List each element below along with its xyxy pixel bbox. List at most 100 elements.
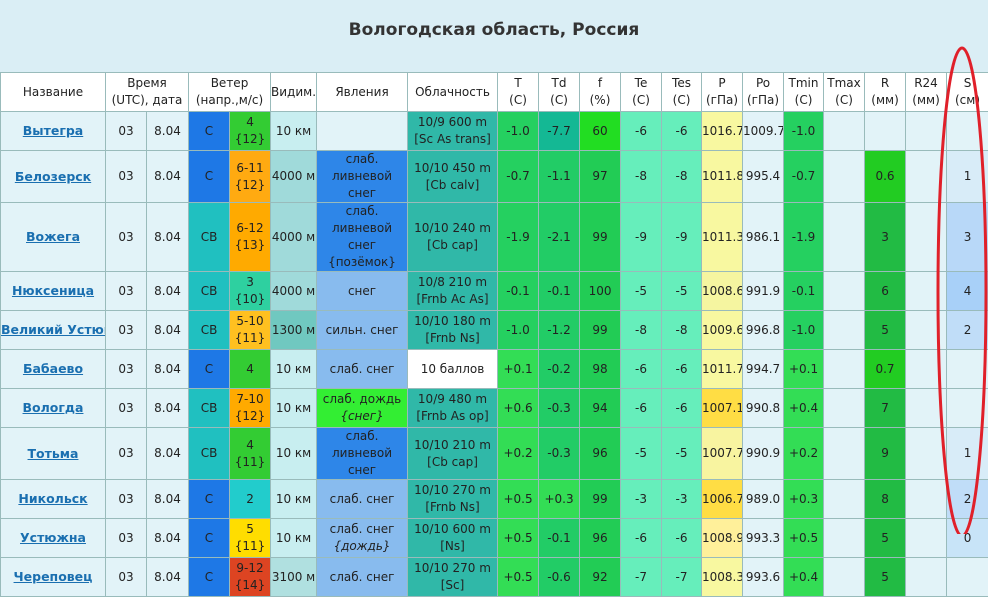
cell: 03 — [106, 151, 147, 203]
cell: 8 — [865, 480, 906, 519]
station-link[interactable]: Великий Устюг — [1, 322, 106, 337]
cell: 10/9 600 m[Sc As trans] — [408, 112, 498, 151]
header-line: Tes — [662, 75, 701, 92]
cell: 990.8 — [743, 389, 784, 428]
cell: 03 — [106, 311, 147, 350]
cell: 1016.7 — [702, 112, 743, 151]
cell: 03 — [106, 272, 147, 311]
cell: 10/10 180 m[Frnb Ns] — [408, 311, 498, 350]
station-link[interactable]: Вологда — [23, 400, 84, 415]
cell: 5-10{11} — [230, 311, 271, 350]
cell-line: {дождь} — [317, 538, 407, 555]
cell: 03 — [106, 203, 147, 272]
cell: 9 — [865, 428, 906, 480]
cell: -1.0 — [784, 311, 824, 350]
cell: 1007.7 — [702, 428, 743, 480]
station-link[interactable]: Вытегра — [23, 123, 83, 138]
cell: Вытегра — [1, 112, 106, 151]
cell: -6 — [621, 112, 662, 151]
station-link[interactable]: Череповец — [14, 569, 93, 584]
header-line: (гПа) — [702, 92, 742, 109]
cell: 989.0 — [743, 480, 784, 519]
cell: +0.4 — [784, 558, 824, 597]
cell: -1.0 — [498, 311, 539, 350]
cell: 96 — [580, 428, 621, 480]
header-line: R24 — [906, 75, 946, 92]
cell: -9 — [621, 203, 662, 272]
header-line: Ветер — [189, 75, 270, 92]
station-link[interactable]: Тотьма — [28, 446, 79, 461]
column-header: P(гПа) — [702, 73, 743, 112]
header-line: Tmin — [784, 75, 823, 92]
cell: 2 — [230, 480, 271, 519]
title-bar: Вологодская область, Россия — [0, 0, 988, 72]
header-line: (мм) — [865, 92, 905, 109]
header-line: Видим. — [271, 84, 316, 101]
cell: -6 — [662, 350, 702, 389]
cell — [906, 389, 947, 428]
station-link[interactable]: Бабаево — [23, 361, 83, 376]
cell: 993.6 — [743, 558, 784, 597]
cell: 986.1 — [743, 203, 784, 272]
cell: -5 — [662, 272, 702, 311]
cell: -1.9 — [784, 203, 824, 272]
header-line: (напр.,м/с) — [189, 92, 270, 109]
cell: -3 — [662, 480, 702, 519]
cell: -7 — [621, 558, 662, 597]
cell: 10/10 270 m[Frnb Ns] — [408, 480, 498, 519]
cell-line: {снег} — [317, 408, 407, 425]
cell: -5 — [662, 428, 702, 480]
cell — [906, 203, 947, 272]
cell: 1 — [947, 428, 988, 480]
cell — [824, 558, 865, 597]
cell: 1006.7 — [702, 480, 743, 519]
header-line: T — [498, 75, 538, 92]
cell: 4000 м — [271, 203, 317, 272]
cell: 996.8 — [743, 311, 784, 350]
cell-line: 4 — [230, 437, 270, 454]
cell: -0.1 — [539, 519, 580, 558]
cell — [906, 428, 947, 480]
cell: 6 — [865, 272, 906, 311]
cell: -3 — [621, 480, 662, 519]
cell: 03 — [106, 480, 147, 519]
cell: -0.1 — [539, 272, 580, 311]
cell: 8.04 — [147, 112, 189, 151]
station-link[interactable]: Нюксеница — [12, 283, 94, 298]
cell: 03 — [106, 428, 147, 480]
cell-line: снег — [317, 185, 407, 202]
cell: 10 км — [271, 389, 317, 428]
cell-line: 10/9 480 m — [408, 391, 497, 408]
cell — [906, 519, 947, 558]
cell-line: 6-11 — [230, 160, 270, 177]
cell: СВ — [189, 272, 230, 311]
column-header: f(%) — [580, 73, 621, 112]
cell: 10 км — [271, 350, 317, 389]
column-header: Tes(C) — [662, 73, 702, 112]
station-link[interactable]: Белозерск — [15, 169, 91, 184]
cell: снег — [317, 272, 408, 311]
cell: слаб. снег — [317, 350, 408, 389]
cell — [824, 480, 865, 519]
cell: 99 — [580, 480, 621, 519]
cell — [824, 203, 865, 272]
cell: Бабаево — [1, 350, 106, 389]
cell: -1.0 — [498, 112, 539, 151]
station-link[interactable]: Никольск — [18, 491, 87, 506]
cell: -5 — [621, 428, 662, 480]
cell: +0.5 — [498, 519, 539, 558]
station-link[interactable]: Вожега — [26, 229, 80, 244]
station-link[interactable]: Устюжна — [20, 530, 86, 545]
cell-line: [Ns] — [408, 538, 497, 555]
cell-line: 4 — [230, 114, 270, 131]
cell — [824, 151, 865, 203]
cell: -0.1 — [784, 272, 824, 311]
cell-line: [Cb cap] — [408, 237, 497, 254]
header-line: Td — [539, 75, 579, 92]
cell-line: слаб. снег — [317, 491, 407, 508]
